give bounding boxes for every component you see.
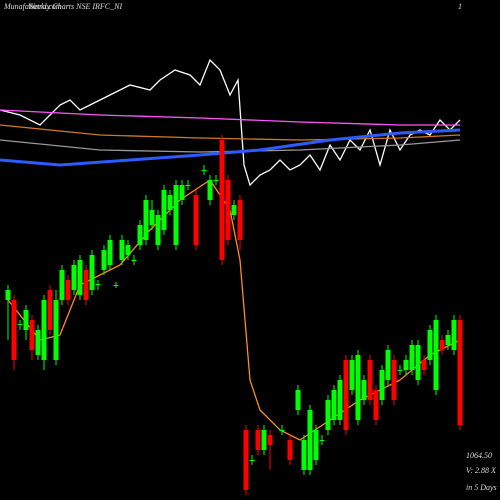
candle-body xyxy=(237,200,243,240)
candle-body xyxy=(213,180,219,181)
candle-body xyxy=(89,255,95,290)
candle-body xyxy=(29,320,35,350)
candle-body xyxy=(77,260,83,295)
candle-body xyxy=(409,345,415,370)
indicator-line xyxy=(0,109,460,126)
candle-body xyxy=(421,360,427,370)
candle-body xyxy=(207,180,213,200)
candle-body xyxy=(11,300,17,360)
candle-body xyxy=(385,350,391,380)
candle-body xyxy=(131,260,137,261)
candle-body xyxy=(225,180,231,240)
period-label: in 5 Days xyxy=(466,483,497,492)
candle-body xyxy=(373,390,379,420)
indicator-line xyxy=(0,124,461,141)
candle-body xyxy=(167,195,173,210)
candle-body xyxy=(23,310,29,330)
candle-body xyxy=(65,280,71,300)
candle-body xyxy=(343,360,349,430)
candle-body xyxy=(397,370,403,371)
candle-body xyxy=(279,430,285,431)
volume-label: V: 2.88 X xyxy=(466,466,497,475)
candle-body xyxy=(355,355,361,420)
candle-body xyxy=(107,240,113,265)
candle-body xyxy=(391,360,397,400)
candle-body xyxy=(457,320,463,425)
candle-body xyxy=(403,360,409,370)
candle-body xyxy=(193,195,199,245)
candle-body xyxy=(149,210,155,225)
candle-body xyxy=(155,215,161,245)
candle-body xyxy=(427,330,433,360)
candle-body xyxy=(5,290,11,300)
candle-body xyxy=(361,380,367,400)
candle-body xyxy=(301,440,307,470)
candle-body xyxy=(367,360,373,400)
candle-body xyxy=(287,440,293,460)
candle-body xyxy=(35,330,41,355)
candle-body xyxy=(249,460,255,461)
candle-body xyxy=(119,240,125,260)
candle-body xyxy=(349,360,355,390)
candle-body xyxy=(95,284,101,285)
candle-body xyxy=(439,340,445,350)
candle-body xyxy=(331,390,337,420)
candle-body xyxy=(41,300,47,360)
candle-body xyxy=(445,335,451,345)
candle-body xyxy=(415,345,421,380)
candle-body xyxy=(295,390,301,410)
candle-body xyxy=(433,320,439,390)
candle-body xyxy=(313,430,319,460)
candle-body xyxy=(451,320,457,350)
candle-body xyxy=(143,200,149,240)
candle-body xyxy=(379,370,385,400)
chart-title: Weekly Charts NSE IRFC_NI xyxy=(28,2,122,11)
watermark: MunafaSutra.com xyxy=(3,2,62,11)
candle-body xyxy=(125,245,131,255)
candle-body xyxy=(231,205,237,215)
candle-body xyxy=(17,324,23,325)
candle-body xyxy=(337,380,343,420)
candle-body xyxy=(101,250,107,270)
candle-body xyxy=(59,270,65,300)
candle-body xyxy=(179,185,185,200)
candle-body xyxy=(319,440,325,441)
candle-body xyxy=(243,430,249,490)
candle-body xyxy=(53,300,59,360)
candle-body xyxy=(47,290,53,330)
indicator-line xyxy=(0,128,461,167)
candle-body xyxy=(267,435,273,445)
candle-body xyxy=(255,430,261,450)
candle-body xyxy=(325,400,331,430)
corner-label: 1 xyxy=(458,2,462,11)
candle-body xyxy=(173,185,179,245)
candle-body xyxy=(261,430,267,450)
candle-body xyxy=(113,285,119,286)
candle-body xyxy=(83,270,89,300)
candle-body xyxy=(185,185,191,186)
price-label: 1064.50 xyxy=(466,451,492,460)
candle-body xyxy=(307,410,313,470)
candle-body xyxy=(201,170,207,171)
candle-body xyxy=(161,190,167,230)
candle-body xyxy=(219,140,225,260)
candle-body xyxy=(71,265,77,290)
candle-body xyxy=(137,225,143,245)
indicator-line xyxy=(0,58,461,187)
